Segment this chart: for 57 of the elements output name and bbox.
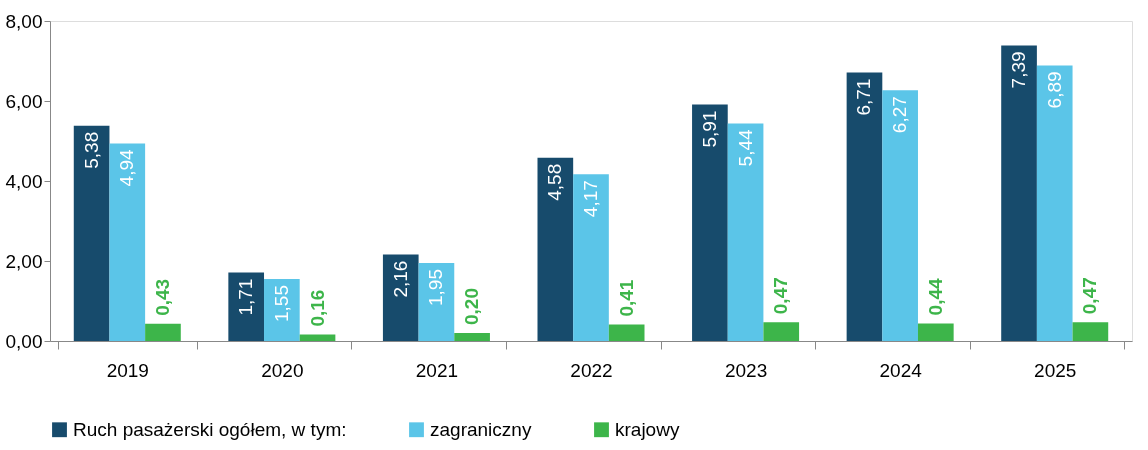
x-tick-label: 2021 — [415, 359, 459, 381]
bar — [145, 323, 181, 341]
data-label: 6,27 — [889, 96, 911, 134]
bar — [763, 322, 800, 341]
x-tick-label: 2025 — [1034, 359, 1077, 381]
y-tick-label: 6,00 — [5, 90, 43, 112]
data-label: 0,20 — [461, 288, 483, 325]
data-label: 0,44 — [924, 277, 946, 316]
data-label: 5,91 — [698, 110, 720, 148]
bar — [382, 254, 419, 341]
legend-label: zagraniczny — [430, 418, 532, 440]
data-label: 0,43 — [151, 278, 173, 316]
y-tick-label: 8,00 — [5, 10, 43, 32]
bar — [228, 272, 265, 341]
data-label: 4,17 — [580, 180, 601, 218]
y-tick-label: 4,00 — [5, 170, 43, 192]
bar — [882, 90, 918, 341]
bar — [454, 333, 490, 341]
bar — [573, 174, 609, 341]
bar — [1036, 65, 1073, 341]
legend-label: krajowy — [615, 418, 680, 440]
data-label: 6,71 — [853, 78, 875, 116]
data-label: 7,39 — [1008, 51, 1030, 89]
y-tick-label: 0,00 — [5, 330, 43, 352]
bar — [917, 323, 954, 341]
bar — [692, 104, 728, 341]
bar — [537, 157, 574, 341]
data-label: 1,55 — [270, 285, 292, 322]
bar — [846, 72, 883, 341]
data-label: 4,58 — [544, 163, 566, 201]
data-label: 0,41 — [615, 279, 637, 317]
x-tick-label: 2022 — [570, 359, 613, 381]
bar — [608, 324, 645, 341]
bar — [1072, 322, 1109, 341]
data-label: 0,47 — [1079, 277, 1101, 315]
legend-label: Ruch pasażerski ogółem, w tym: — [73, 418, 347, 440]
data-label: 0,47 — [770, 277, 792, 315]
x-tick-label: 2020 — [261, 359, 304, 381]
bar — [299, 334, 336, 341]
x-tick-label: 2023 — [724, 359, 768, 381]
bar — [109, 143, 146, 341]
data-label: 1,71 — [235, 278, 257, 316]
data-label: 5,44 — [734, 128, 756, 167]
bar — [264, 279, 300, 341]
data-label: 5,38 — [80, 131, 102, 169]
data-label: 1,95 — [425, 269, 447, 306]
bar — [1001, 45, 1037, 341]
data-label: 2,16 — [389, 260, 411, 298]
y-tick-label: 2,00 — [5, 250, 43, 272]
x-tick-label: 2019 — [106, 359, 149, 381]
x-tick-label: 2024 — [879, 359, 923, 381]
bar — [418, 263, 455, 341]
data-label: 6,89 — [1043, 71, 1065, 109]
data-label: 0,16 — [306, 289, 328, 327]
data-label: 4,94 — [116, 148, 138, 187]
bar — [727, 123, 764, 341]
bar — [73, 125, 110, 341]
